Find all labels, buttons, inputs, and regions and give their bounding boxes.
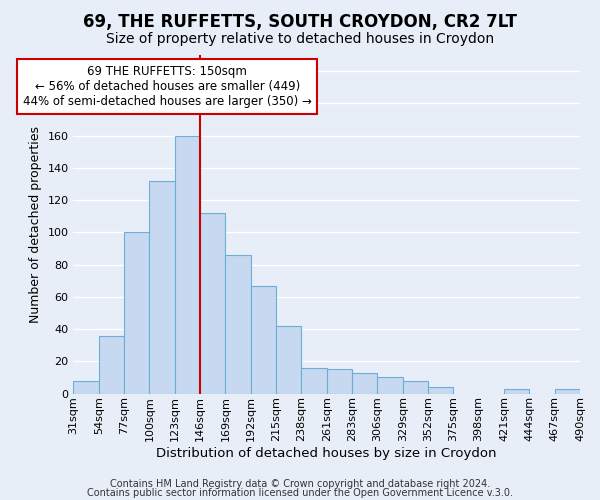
Bar — [175, 136, 200, 394]
Text: Contains HM Land Registry data © Crown copyright and database right 2024.: Contains HM Land Registry data © Crown c… — [110, 479, 490, 489]
Bar — [226, 255, 251, 394]
Bar — [301, 368, 327, 394]
Y-axis label: Number of detached properties: Number of detached properties — [29, 126, 42, 323]
Bar — [377, 378, 403, 394]
Bar — [149, 180, 175, 394]
Bar — [99, 336, 124, 394]
X-axis label: Distribution of detached houses by size in Croydon: Distribution of detached houses by size … — [157, 447, 497, 460]
Bar — [327, 370, 352, 394]
Bar — [352, 372, 377, 394]
Text: 69 THE RUFFETTS: 150sqm
← 56% of detached houses are smaller (449)
44% of semi-d: 69 THE RUFFETTS: 150sqm ← 56% of detache… — [23, 65, 311, 108]
Bar — [504, 388, 529, 394]
Text: Contains public sector information licensed under the Open Government Licence v.: Contains public sector information licen… — [87, 488, 513, 498]
Bar — [251, 286, 276, 394]
Text: 69, THE RUFFETTS, SOUTH CROYDON, CR2 7LT: 69, THE RUFFETTS, SOUTH CROYDON, CR2 7LT — [83, 12, 517, 30]
Bar — [428, 387, 454, 394]
Bar — [124, 232, 149, 394]
Bar — [200, 213, 226, 394]
Bar — [73, 380, 99, 394]
Bar — [403, 380, 428, 394]
Bar — [554, 388, 580, 394]
Bar — [276, 326, 301, 394]
Text: Size of property relative to detached houses in Croydon: Size of property relative to detached ho… — [106, 32, 494, 46]
